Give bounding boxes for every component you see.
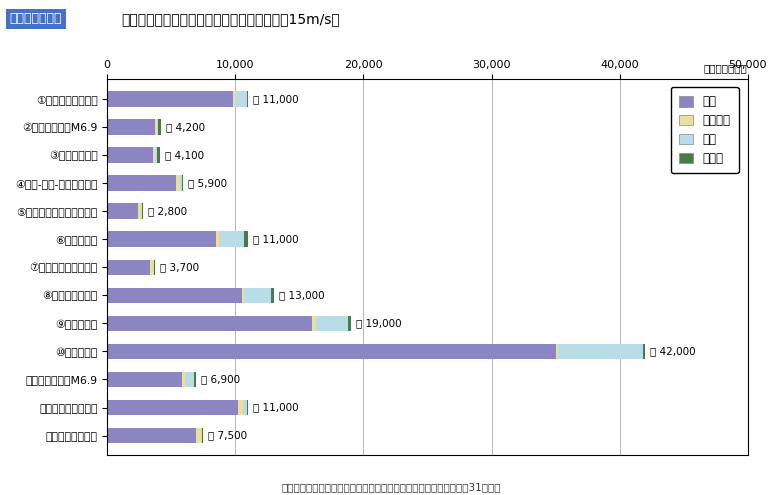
Bar	[107, 203, 138, 219]
Bar	[180, 175, 181, 191]
Legend: 揺れ, 急傾斜地, 火災, その他: 揺れ, 急傾斜地, 火災, その他	[670, 87, 739, 173]
Text: 図２－３－５３: 図２－３－５３	[9, 12, 62, 25]
Bar	[219, 232, 244, 247]
Bar	[216, 232, 219, 247]
Text: 約 11,000: 約 11,000	[253, 94, 299, 104]
Bar	[558, 344, 643, 359]
Bar	[107, 372, 181, 387]
Text: 約 19,000: 約 19,000	[356, 318, 401, 328]
Text: 約 4,100: 約 4,100	[165, 150, 204, 160]
Bar	[177, 175, 180, 191]
Bar	[153, 148, 156, 163]
Bar	[312, 316, 316, 331]
Bar	[247, 400, 248, 415]
Bar	[271, 288, 274, 303]
Bar	[157, 119, 159, 135]
Text: 約 5,900: 約 5,900	[188, 178, 227, 188]
Bar	[150, 259, 152, 275]
Text: 約 4,200: 約 4,200	[166, 122, 206, 132]
Bar	[235, 91, 247, 106]
Bar	[643, 344, 645, 359]
Bar	[107, 428, 196, 444]
Bar	[107, 316, 312, 331]
Bar	[157, 148, 160, 163]
Bar	[238, 400, 243, 415]
Bar	[185, 372, 195, 387]
Text: 各地震で想定される死者数（冬朝５時，風速15m/s）: 各地震で想定される死者数（冬朝５時，風速15m/s）	[121, 12, 340, 26]
Bar	[247, 91, 248, 106]
Bar	[107, 288, 242, 303]
Bar	[196, 428, 201, 444]
Bar	[152, 259, 154, 275]
Bar	[138, 203, 141, 219]
Bar	[181, 372, 185, 387]
Bar	[202, 428, 203, 444]
Bar	[242, 288, 244, 303]
Bar	[107, 91, 233, 106]
Bar	[107, 119, 155, 135]
Text: 約 13,000: 約 13,000	[279, 291, 325, 300]
Bar	[201, 428, 202, 444]
Bar	[155, 119, 157, 135]
Bar	[244, 232, 248, 247]
Bar	[195, 372, 196, 387]
Text: 出典：中央防災会議「東南海，南海地震等に関する専門調査会」第31回資料: 出典：中央防災会議「東南海，南海地震等に関する専門調査会」第31回資料	[282, 483, 500, 493]
Text: 約 7,500: 約 7,500	[209, 431, 248, 441]
Bar	[316, 316, 348, 331]
Bar	[142, 203, 143, 219]
Bar	[555, 344, 558, 359]
Bar	[141, 203, 142, 219]
Bar	[156, 148, 157, 163]
Text: 約 6,900: 約 6,900	[201, 375, 240, 385]
Bar	[348, 316, 350, 331]
Bar	[233, 91, 235, 106]
Bar	[159, 119, 161, 135]
Bar	[107, 259, 150, 275]
Text: 約 11,000: 約 11,000	[253, 234, 299, 244]
Bar	[107, 148, 153, 163]
Bar	[107, 175, 177, 191]
Text: 約 3,700: 約 3,700	[160, 262, 199, 272]
Bar	[107, 400, 238, 415]
Text: 約 42,000: 約 42,000	[651, 346, 696, 356]
Bar	[181, 175, 183, 191]
Text: （死者数：人）: （死者数：人）	[704, 64, 748, 74]
Text: 約 2,800: 約 2,800	[149, 206, 188, 216]
Bar	[244, 288, 271, 303]
Bar	[107, 232, 216, 247]
Text: 約 11,000: 約 11,000	[253, 402, 299, 412]
Bar	[107, 344, 555, 359]
Bar	[243, 400, 247, 415]
